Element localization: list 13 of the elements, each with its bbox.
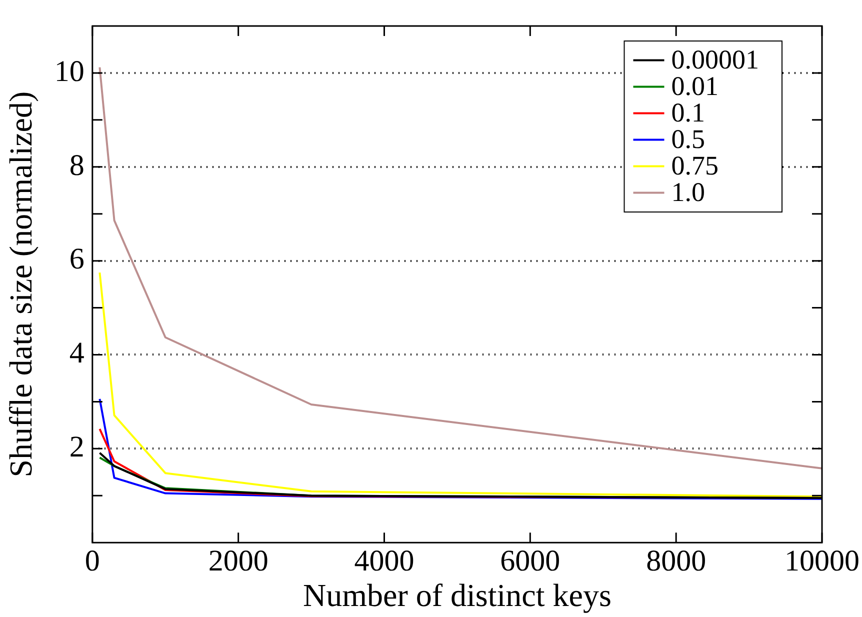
y-tick-label: 2: [69, 430, 84, 464]
y-axis-title: Shuffle data size (normalized): [2, 91, 39, 478]
x-tick-label: 2000: [208, 544, 268, 578]
y-tick-label: 4: [69, 336, 84, 370]
x-tick-label: 6000: [500, 544, 560, 578]
y-tick-label: 10: [54, 54, 84, 88]
x-axis-title: Number of distinct keys: [303, 577, 612, 614]
y-tick-label: 6: [69, 242, 84, 276]
y-tick-label: 8: [69, 148, 84, 182]
x-tick-label: 10000: [784, 544, 860, 578]
x-tick-label: 0: [84, 544, 100, 578]
x-tick-label: 8000: [646, 544, 706, 578]
x-tick-label: 4000: [354, 544, 414, 578]
